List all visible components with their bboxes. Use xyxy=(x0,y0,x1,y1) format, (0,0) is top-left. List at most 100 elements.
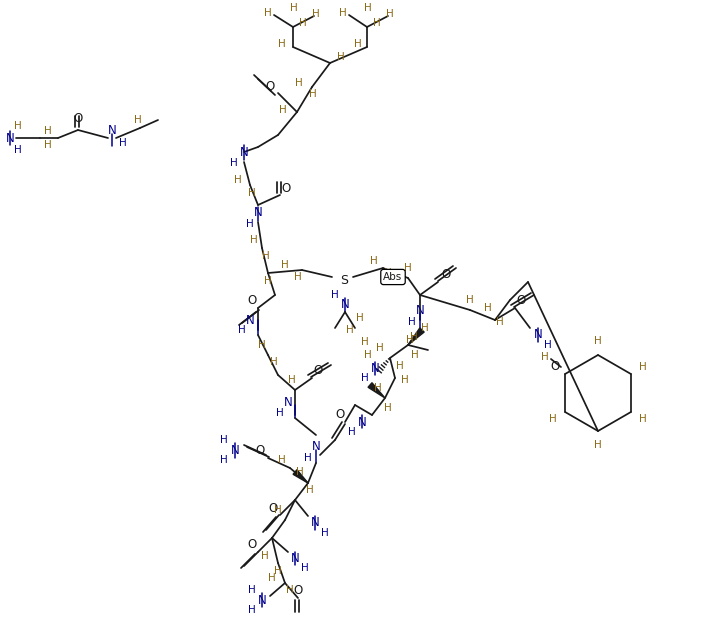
Text: O: O xyxy=(282,182,290,195)
Text: H: H xyxy=(408,317,416,327)
Text: H: H xyxy=(274,505,282,515)
Text: N: N xyxy=(340,299,350,312)
Text: H: H xyxy=(246,219,254,229)
Text: N: N xyxy=(358,415,366,429)
Text: H: H xyxy=(331,290,339,300)
Text: Abs: Abs xyxy=(383,272,403,282)
Text: H: H xyxy=(286,585,294,595)
Text: H: H xyxy=(296,467,304,477)
Text: O: O xyxy=(293,583,302,596)
Text: N: N xyxy=(310,516,320,529)
Text: H: H xyxy=(281,260,289,270)
Text: O: O xyxy=(247,539,257,552)
Text: H: H xyxy=(248,188,256,198)
Text: H: H xyxy=(410,332,418,342)
Text: H: H xyxy=(396,361,404,371)
Polygon shape xyxy=(408,328,424,345)
Text: H: H xyxy=(278,455,286,465)
Text: H: H xyxy=(14,145,22,155)
Text: H: H xyxy=(541,352,549,362)
Text: H: H xyxy=(268,573,276,583)
Text: H: H xyxy=(386,9,394,19)
Text: H: H xyxy=(220,455,228,465)
Text: O: O xyxy=(247,294,257,307)
Text: N: N xyxy=(257,593,267,606)
Text: N: N xyxy=(533,328,543,341)
Text: H: H xyxy=(364,3,372,13)
Text: H: H xyxy=(44,126,52,136)
Text: N: N xyxy=(240,146,248,159)
Text: H: H xyxy=(639,362,647,372)
Text: H: H xyxy=(262,251,270,261)
Text: H: H xyxy=(261,551,269,561)
Text: H: H xyxy=(356,313,364,323)
Text: H: H xyxy=(250,235,258,245)
Text: H: H xyxy=(288,375,296,385)
Text: H: H xyxy=(337,52,345,62)
Text: H: H xyxy=(119,138,127,148)
Text: H: H xyxy=(264,276,272,286)
Text: N: N xyxy=(415,304,425,317)
Text: H: H xyxy=(496,317,504,327)
Text: H: H xyxy=(306,485,314,495)
Text: O: O xyxy=(74,111,83,124)
Text: O: O xyxy=(255,443,265,457)
Text: H: H xyxy=(421,323,429,333)
Text: H: H xyxy=(373,18,381,28)
Text: N: N xyxy=(254,207,262,220)
Text: H: H xyxy=(411,350,419,360)
Text: H: H xyxy=(404,263,412,273)
Text: H: H xyxy=(354,39,362,49)
Text: N: N xyxy=(284,396,292,409)
Text: O: O xyxy=(265,80,275,93)
Text: H: H xyxy=(639,414,647,424)
Text: H: H xyxy=(134,115,142,125)
Text: N: N xyxy=(6,131,14,144)
Text: H: H xyxy=(248,585,256,595)
Text: H: H xyxy=(376,343,384,353)
Text: H: H xyxy=(594,440,602,450)
Text: H: H xyxy=(234,175,242,185)
Text: H: H xyxy=(279,105,287,115)
Text: H: H xyxy=(238,325,246,335)
Text: O: O xyxy=(516,294,526,307)
Text: H: H xyxy=(401,375,409,385)
Text: N: N xyxy=(231,443,240,457)
Text: H: H xyxy=(309,89,317,99)
Text: N: N xyxy=(370,361,380,374)
Text: H: H xyxy=(348,427,356,437)
Text: O: O xyxy=(551,361,560,373)
Text: H: H xyxy=(270,357,278,367)
Text: N: N xyxy=(108,124,117,137)
Text: H: H xyxy=(364,350,372,360)
Text: S: S xyxy=(340,274,348,287)
Text: N: N xyxy=(290,552,300,565)
Text: H: H xyxy=(484,303,492,313)
Text: H: H xyxy=(346,325,354,335)
Text: H: H xyxy=(384,403,392,413)
Text: H: H xyxy=(370,256,378,266)
Text: H: H xyxy=(248,605,256,615)
Text: H: H xyxy=(230,158,238,168)
Text: H: H xyxy=(276,408,284,418)
Text: H: H xyxy=(312,9,320,19)
Text: H: H xyxy=(278,39,286,49)
Text: H: H xyxy=(294,272,302,282)
Text: H: H xyxy=(258,340,266,350)
Text: H: H xyxy=(44,140,52,150)
Text: H: H xyxy=(14,121,22,131)
Text: O: O xyxy=(335,409,345,422)
Text: H: H xyxy=(361,337,369,347)
Text: H: H xyxy=(321,528,329,538)
Text: H: H xyxy=(301,563,309,573)
Text: H: H xyxy=(466,295,474,305)
Text: H: H xyxy=(384,268,392,278)
Text: H: H xyxy=(290,3,298,13)
Polygon shape xyxy=(368,383,385,398)
Text: H: H xyxy=(406,335,414,345)
Text: H: H xyxy=(295,78,303,88)
Text: O: O xyxy=(268,501,277,514)
Polygon shape xyxy=(293,470,308,483)
Text: H: H xyxy=(339,8,347,18)
Text: N: N xyxy=(246,313,255,327)
